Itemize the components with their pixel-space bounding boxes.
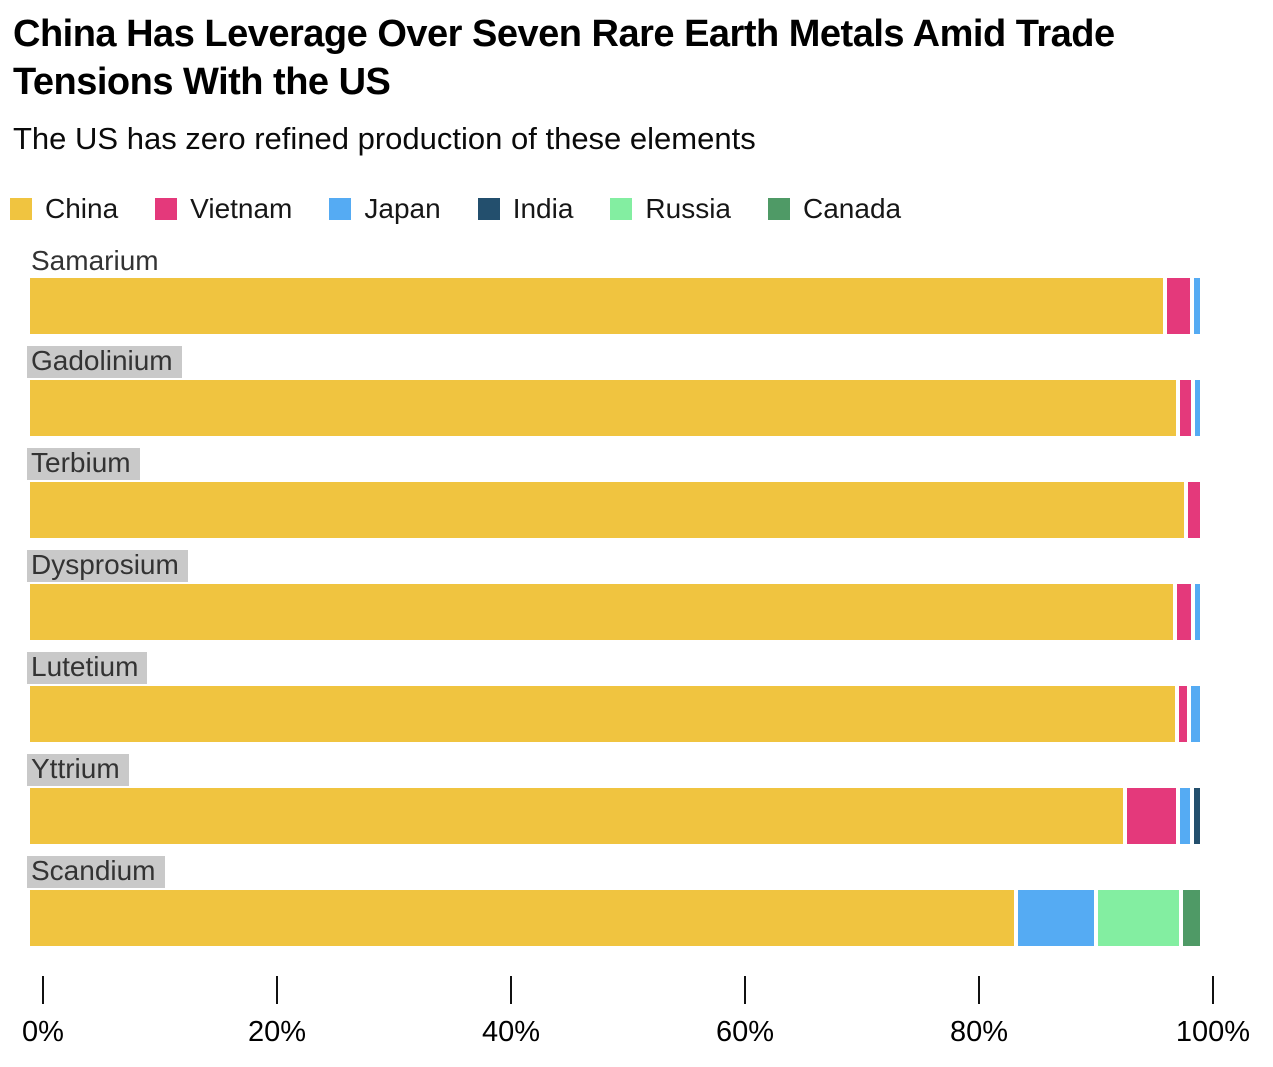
- bar-segment-scandium-china[interactable]: [30, 890, 1015, 946]
- legend-item-japan[interactable]: Japan: [329, 193, 441, 224]
- axis-tick-label-100: 100%: [1175, 1016, 1251, 1048]
- bar-segment-gadolinium-japan[interactable]: [1195, 380, 1200, 436]
- axis-tick-80: [978, 976, 980, 1004]
- bar-label-samarium: Samarium: [31, 245, 159, 276]
- bar-label-terbium: Terbium: [27, 448, 140, 480]
- bar-label-scandium: Scandium: [27, 856, 165, 888]
- bar-segment-lutetium-vietnam[interactable]: [1178, 686, 1187, 742]
- legend-item-canada[interactable]: Canada: [768, 195, 901, 223]
- stacked-bar-scandium: [30, 890, 1200, 946]
- stacked-bar-samarium: [30, 278, 1200, 334]
- legend: China Vietnam Japan India Russia Canada: [10, 195, 1273, 223]
- axis-tick-label-40: 40%: [481, 1016, 541, 1048]
- bar-segment-yttrium-japan[interactable]: [1179, 788, 1191, 844]
- bar-segment-scandium-canada[interactable]: [1182, 890, 1200, 946]
- legend-swatch-china: [10, 198, 32, 220]
- bar-label-lutetium: Lutetium: [27, 652, 148, 684]
- bar-row-terbium: Terbium: [27, 448, 1200, 538]
- bar-segment-lutetium-china[interactable]: [30, 686, 1175, 742]
- legend-item-russia[interactable]: Russia: [610, 195, 731, 223]
- legend-item-india[interactable]: India: [477, 193, 574, 224]
- legend-swatch-india: [477, 198, 500, 220]
- bar-segment-dysprosium-vietnam[interactable]: [1177, 584, 1192, 640]
- bar-segment-yttrium-china[interactable]: [30, 788, 1123, 844]
- axis-tick-40: [510, 976, 512, 1004]
- axis-tick-label-20: 20%: [247, 1016, 307, 1048]
- bar-segment-samarium-vietnam[interactable]: [1166, 278, 1191, 334]
- chart-subtitle: The US has zero refined production of th…: [13, 121, 756, 156]
- axis-tick-0: [42, 976, 44, 1004]
- stacked-bar-gadolinium: [30, 380, 1200, 436]
- chart-title-line2: Tensions With the US: [13, 61, 391, 103]
- axis-tick-label-80: 80%: [949, 1016, 1009, 1048]
- bar-row-scandium: Scandium: [27, 856, 1200, 946]
- bar-row-lutetium: Lutetium: [27, 652, 1200, 742]
- bar-row-yttrium: Yttrium: [27, 754, 1200, 844]
- bar-row-gadolinium: Gadolinium: [27, 346, 1200, 436]
- legend-item-china[interactable]: China: [10, 195, 118, 223]
- bar-label-yttrium: Yttrium: [27, 754, 129, 786]
- legend-label-russia: Russia: [645, 193, 731, 224]
- legend-swatch-japan: [329, 198, 352, 220]
- axis-tick-label-0: 0%: [22, 1016, 64, 1048]
- legend-label-india: India: [512, 193, 574, 224]
- bar-segment-lutetium-japan[interactable]: [1190, 686, 1200, 742]
- stacked-bar-dysprosium: [30, 584, 1200, 640]
- bar-segment-gadolinium-china[interactable]: [30, 380, 1176, 436]
- bar-label-dysprosium: Dysprosium: [27, 550, 188, 582]
- bar-label-gadolinium: Gadolinium: [27, 346, 182, 378]
- axis-tick-60: [744, 976, 746, 1004]
- bar-segment-samarium-japan[interactable]: [1194, 278, 1200, 334]
- bar-segment-yttrium-vietnam[interactable]: [1126, 788, 1176, 844]
- axis-tick-label-60: 60%: [715, 1016, 775, 1048]
- bar-segment-yttrium-india[interactable]: [1194, 788, 1200, 844]
- stacked-bar-terbium: [30, 482, 1200, 538]
- bar-segment-scandium-russia[interactable]: [1097, 890, 1179, 946]
- bar-segment-terbium-vietnam[interactable]: [1188, 482, 1200, 538]
- legend-swatch-vietnam: [155, 198, 178, 220]
- bar-segment-dysprosium-china[interactable]: [30, 584, 1174, 640]
- stacked-bar-yttrium: [30, 788, 1200, 844]
- bar-segment-samarium-china[interactable]: [30, 278, 1163, 334]
- bar-segment-terbium-china[interactable]: [30, 482, 1185, 538]
- axis-tick-100: [1212, 976, 1214, 1004]
- bar-row-dysprosium: Dysprosium: [27, 550, 1200, 640]
- axis-tick-20: [276, 976, 278, 1004]
- legend-swatch-canada: [768, 198, 790, 220]
- bar-row-samarium: Samarium: [30, 246, 1200, 334]
- stacked-bar-lutetium: [30, 686, 1200, 742]
- legend-label-vietnam: Vietnam: [190, 193, 293, 224]
- legend-swatch-russia: [610, 198, 633, 220]
- legend-label-japan: Japan: [364, 193, 441, 224]
- chart-title-line1: China Has Leverage Over Seven Rare Earth…: [13, 13, 1115, 55]
- legend-label-china: China: [45, 193, 119, 224]
- bar-segment-gadolinium-vietnam[interactable]: [1179, 380, 1192, 436]
- bar-segment-dysprosium-japan[interactable]: [1195, 584, 1200, 640]
- bar-segment-scandium-japan[interactable]: [1018, 890, 1094, 946]
- legend-item-vietnam[interactable]: Vietnam: [155, 195, 292, 223]
- legend-label-canada: Canada: [803, 193, 902, 224]
- chart-title: China Has Leverage Over Seven Rare Earth…: [13, 10, 1273, 106]
- bar-rows: Samarium Gadolinium Terbium Dysprosium Lutet…: [27, 246, 1200, 946]
- x-axis: 0% 20% 40% 60% 80% 100%: [22, 976, 1250, 1056]
